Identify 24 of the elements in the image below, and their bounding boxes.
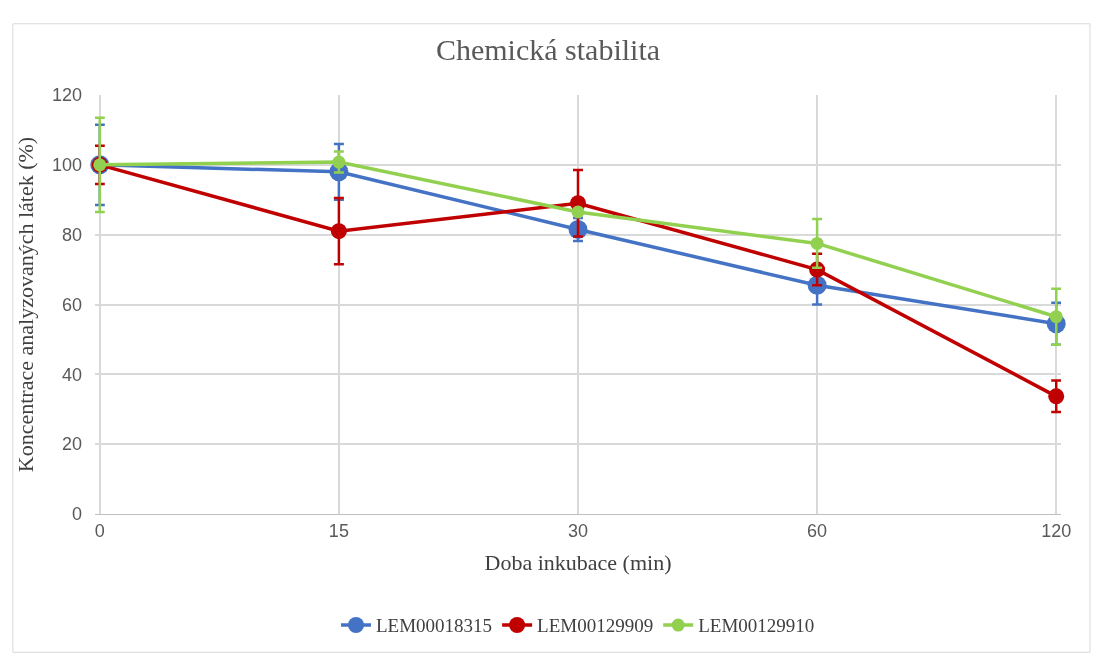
point bbox=[332, 155, 346, 169]
point bbox=[810, 236, 824, 250]
point bbox=[1049, 310, 1063, 324]
point bbox=[330, 223, 347, 240]
x-tick-label: 120 bbox=[1041, 520, 1072, 541]
y-tick-label: 0 bbox=[71, 504, 82, 525]
y-axis-title: Koncentrace analyzovaných látek (%) bbox=[12, 136, 38, 473]
x-tick-label: 0 bbox=[94, 520, 105, 541]
y-tick-label: 40 bbox=[61, 364, 82, 385]
chart-title: Chemická stabilita bbox=[435, 33, 661, 67]
x-tick-label: 60 bbox=[807, 520, 828, 541]
legend-label: LEM00018315 bbox=[376, 615, 493, 637]
point bbox=[571, 205, 585, 219]
y-tick-label: 20 bbox=[61, 434, 82, 455]
legend-label: LEM00129909 bbox=[537, 615, 654, 637]
x-tick-label: 30 bbox=[567, 520, 589, 541]
y-tick-label: 100 bbox=[51, 155, 82, 176]
legend-label: LEM00129910 bbox=[698, 615, 815, 637]
x-tick-label: 15 bbox=[328, 520, 349, 541]
y-tick-label: 120 bbox=[51, 85, 82, 106]
point bbox=[1048, 388, 1065, 405]
x-axis-title: Doba inkubace (min) bbox=[484, 550, 672, 576]
y-tick-label: 80 bbox=[61, 224, 82, 245]
y-tick-label: 60 bbox=[61, 294, 82, 315]
